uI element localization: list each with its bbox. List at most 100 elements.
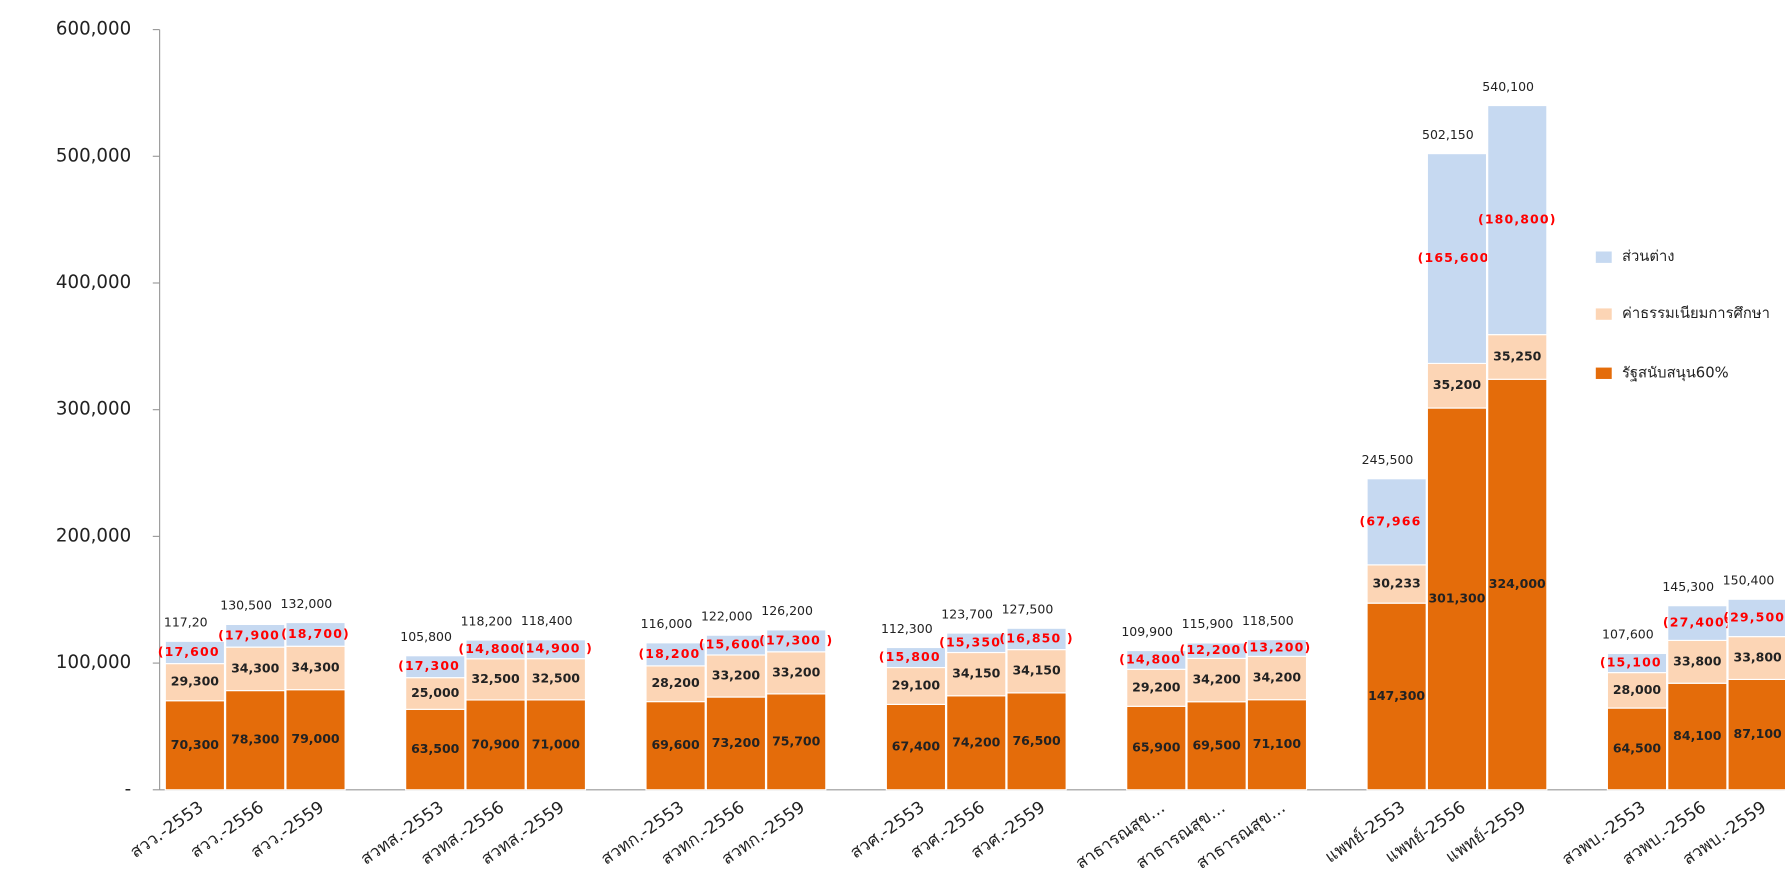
bar-segment [405,677,466,710]
y-tick-label: - [125,779,132,800]
bar-segment [465,658,526,701]
bar-segment [225,646,286,692]
data-label: 34,150 [1012,663,1061,678]
bar-segment [1126,668,1187,707]
data-label: (14,800 ) [458,641,532,656]
data-label: (17,300 ) [398,658,472,673]
bar-segment [766,629,827,653]
data-label: (14,800 ) [1119,651,1193,666]
bar-segment [766,693,827,791]
data-label: 75,700 [772,733,821,748]
total-label: 105,800 [400,629,452,644]
data-label: 147,300 [1368,688,1425,703]
total-label: 127,500 [1002,602,1054,617]
y-tick-label: 500,000 [56,145,131,166]
total-label: 126,200 [761,603,813,618]
data-label: 33,800 [1733,650,1782,665]
data-label: 34,150 [952,666,1001,681]
data-label: (15,600 ) [699,637,773,652]
total-label: 107,600 [1602,627,1654,642]
bar-segment [465,699,526,791]
total-label: 123,700 [941,606,993,621]
legend-label: ส่วนต่าง [1622,248,1675,265]
bar-segment [285,621,346,647]
data-label: (17,600 ) [158,644,232,659]
total-label: 116,000 [641,616,693,631]
bar-segment [885,646,947,669]
bar-segment [1006,649,1067,694]
bar-segment [1426,362,1488,409]
bar-segment [645,701,706,791]
bar-segment [705,654,767,698]
bar-segment [164,700,226,791]
y-tick-label: 300,000 [56,399,131,420]
data-label: 34,300 [291,659,340,674]
legend-swatch [1595,367,1612,379]
bar-segment [1126,649,1187,670]
bar-segment [1186,657,1247,703]
bar-segment [1727,598,1785,638]
data-label: 301,300 [1428,590,1485,605]
data-label: 71,100 [1253,736,1302,751]
total-label: 117,20 [164,615,208,630]
bar-segment [285,689,346,791]
data-label: (18,700) [281,626,350,641]
bar-segment [225,623,286,648]
bar-segment [705,696,767,791]
total-label: 145,300 [1662,579,1714,594]
data-label: 28,200 [651,675,700,690]
data-label: 34,300 [231,660,280,675]
y-tick-label: 400,000 [56,272,131,293]
bar-segment [1366,478,1427,566]
total-label: 130,500 [220,598,272,613]
data-label: (13,200) [1243,640,1312,655]
data-label: 28,000 [1613,682,1662,697]
data-label: 84,100 [1673,728,1722,743]
bar-segment [1426,407,1488,791]
data-label: 29,300 [171,674,220,689]
data-label: 34,200 [1253,670,1302,685]
total-label: 115,900 [1182,616,1234,631]
bar-segment [405,708,466,791]
data-label: 34,200 [1192,672,1241,687]
legend-label: รัฐสนับสนุน60% [1622,364,1729,381]
bar-segment [525,658,587,701]
bar-segment [1186,642,1247,659]
legend-swatch [1595,251,1612,263]
data-label: 87,100 [1733,726,1782,741]
bar-segment [645,642,706,667]
bar-segment [946,695,1007,791]
bar-segment [1487,104,1548,336]
total-label: 245,500 [1362,452,1414,467]
total-label: 502,150 [1422,127,1474,142]
data-label: 65,900 [1132,740,1181,755]
data-label: 33,200 [712,668,761,683]
bar-segment [164,663,226,702]
y-tick-label: 100,000 [56,652,131,673]
data-label: (180,800) [1478,212,1557,227]
bar-segment [1487,378,1548,791]
total-label: 540,100 [1482,79,1534,94]
bar-segment [705,634,767,656]
total-label: 118,500 [1242,613,1294,628]
bar-segment [1667,682,1728,791]
bar-segment [946,651,1007,697]
bar-segment [1606,652,1668,674]
total-label: 132,000 [281,596,333,611]
y-tick-label: 600,000 [56,19,131,40]
data-label: 324,000 [1489,576,1546,591]
bar-segment [1426,153,1488,365]
bar-segment [525,639,587,660]
bar-segment [1006,692,1067,791]
data-label: 70,900 [471,736,520,751]
total-label: 118,400 [521,613,573,628]
data-label: 32,500 [471,671,520,686]
total-label: 112,300 [881,621,933,636]
data-label: (67,966 ) [1360,513,1434,528]
data-label: 74,200 [952,734,1001,749]
bar-segment [1606,707,1668,791]
bar-segment [1606,672,1668,709]
bar-segment [1667,605,1728,641]
data-label: (27,400) [1663,615,1732,630]
